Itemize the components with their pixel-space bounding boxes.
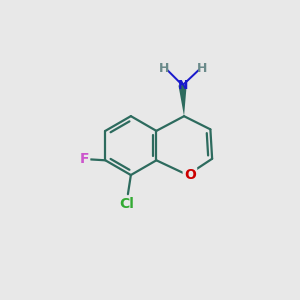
- Text: F: F: [80, 152, 89, 166]
- Text: H: H: [159, 62, 169, 75]
- Polygon shape: [178, 85, 187, 116]
- Text: Cl: Cl: [119, 197, 134, 212]
- Text: H: H: [196, 62, 207, 75]
- Text: N: N: [177, 79, 188, 92]
- Text: O: O: [184, 168, 196, 182]
